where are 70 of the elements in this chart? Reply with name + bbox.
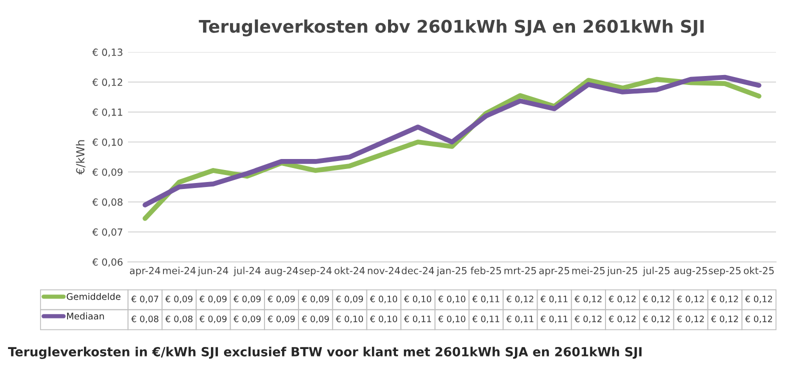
data-label: € 0,10	[336, 316, 364, 324]
y-tick-label: € 0,11	[92, 108, 122, 117]
data-label: € 0,12	[676, 316, 704, 324]
x-tick-label: apr-24	[130, 266, 160, 276]
data-label: € 0,09	[268, 316, 295, 324]
x-tick-label: mei-25	[572, 266, 605, 274]
x-tick-label: jun-25	[606, 266, 638, 276]
data-label: € 0,08	[165, 316, 192, 324]
data-label: € 0,12	[506, 296, 534, 304]
chart-title: Terugleverkosten obv 2601kWh SJA en 2601kWh SJI	[198, 19, 704, 36]
data-label: € 0,10	[438, 296, 466, 304]
data-label: € 0,09	[268, 296, 295, 304]
x-tick-label: apr-25	[539, 266, 570, 276]
data-label: € 0,07	[131, 296, 158, 304]
data-label: € 0,09	[302, 316, 329, 324]
y-tick-label: € 0,12	[92, 78, 122, 87]
data-label: € 0,09	[199, 296, 227, 304]
data-label: € 0,09	[165, 296, 192, 304]
x-tick-label: jul-24	[233, 266, 261, 276]
data-label: € 0,12	[710, 316, 738, 324]
data-label: € 0,08	[131, 316, 158, 324]
x-tick-label: jul-25	[642, 266, 670, 276]
data-label: € 0,10	[370, 316, 398, 324]
y-tick-label: € 0,08	[92, 198, 122, 207]
y-axis-title: €/kWh	[76, 140, 86, 175]
data-label: € 0,11	[506, 316, 534, 324]
data-label: € 0,11	[540, 316, 568, 324]
x-tick-label: jun-24	[198, 266, 228, 276]
x-tick-label: okt-25	[744, 266, 774, 274]
x-tick-label: feb-25	[470, 266, 501, 274]
x-tick-label: sep-25	[708, 266, 741, 276]
data-label: € 0,11	[472, 296, 500, 304]
data-label: € 0,09	[233, 316, 261, 324]
data-label: € 0,09	[233, 296, 261, 304]
data-label: € 0,10	[370, 296, 398, 304]
x-tick-label: sep-24	[300, 266, 332, 276]
data-label: € 0,12	[642, 316, 670, 324]
data-label: € 0,12	[574, 316, 602, 324]
x-tick-label: nov-24	[368, 266, 400, 274]
data-label: € 0,11	[404, 316, 431, 324]
data-label: € 0,11	[472, 316, 500, 324]
data-label: € 0,12	[642, 296, 670, 304]
data-label: € 0,12	[745, 316, 772, 324]
legend-label: Gemiddelde	[66, 292, 120, 300]
data-label: € 0,11	[540, 296, 568, 304]
legend-label: Mediaan	[67, 312, 104, 320]
y-tick-label: € 0,09	[92, 168, 122, 177]
x-tick-label: aug-25	[674, 266, 707, 276]
x-tick-label: okt-24	[334, 266, 365, 274]
data-label: € 0,09	[199, 316, 227, 324]
data-label: € 0,12	[608, 296, 636, 304]
data-label: € 0,12	[710, 296, 738, 304]
y-tick-label: € 0,10	[92, 138, 122, 147]
data-label: € 0,12	[574, 296, 602, 304]
y-tick-label: € 0,13	[92, 48, 122, 57]
data-label: € 0,09	[302, 296, 329, 304]
x-tick-label: mrt-25	[504, 266, 536, 274]
x-tick-label: dec-24	[402, 266, 434, 274]
data-label: € 0,09	[336, 296, 363, 304]
x-tick-label: jan-25	[436, 266, 466, 276]
y-tick-label: € 0,07	[92, 228, 122, 237]
x-tick-label: mei-24	[163, 266, 196, 274]
data-label: € 0,10	[404, 296, 432, 304]
text: Terugleverkosten in €/kWh SJI exclusief BTW voor klant met 2601kWh SJA en 2601kWh SJI	[8, 346, 642, 359]
data-label: € 0,10	[438, 316, 466, 324]
data-label: € 0,12	[745, 296, 772, 304]
y-tick-label: € 0,06	[92, 258, 123, 267]
x-tick-label: aug-24	[264, 266, 298, 276]
data-label: € 0,12	[608, 316, 636, 324]
data-label: € 0,12	[676, 296, 704, 304]
